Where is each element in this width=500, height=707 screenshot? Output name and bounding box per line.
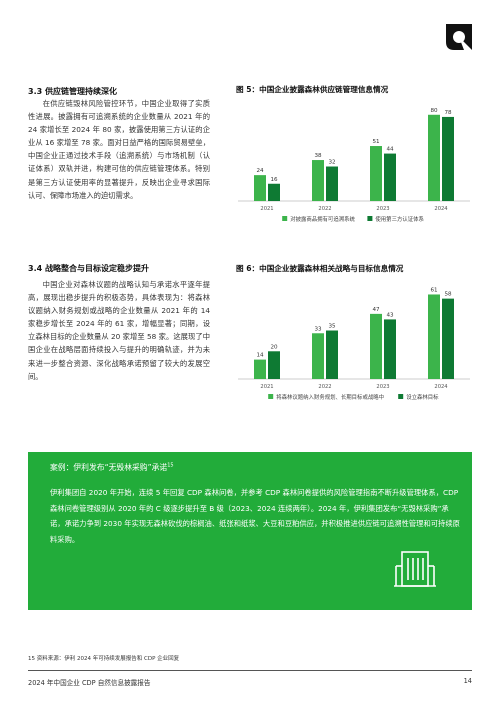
case-study-title: 案例：伊利发布“无毁林采购”承诺15 <box>50 462 174 473</box>
chart5-value-label: 51 <box>372 139 380 145</box>
chart6-bar-s0-2022 <box>312 333 324 379</box>
figure-5-chart: 24 16 2021 38 32 2022 51 44 2023 80 78 2024 对披露商品拥有可… <box>236 98 472 228</box>
cdp-logo-icon <box>446 24 472 50</box>
chart6-value-label: 43 <box>386 312 394 318</box>
footer-report-title: 2024 年中国企业 CDP 自然信息披露报告 <box>28 679 151 687</box>
figure-6-chart: 14 20 2021 33 35 2022 47 43 2023 61 58 2024 将森林议题纳入财… <box>236 276 472 408</box>
chart6-tick-label: 2023 <box>376 384 389 390</box>
chart6-tick-label: 2022 <box>318 384 331 390</box>
chart6-legend-label: 设立森林目标 <box>406 393 439 401</box>
chart6-bar-s0-2023 <box>370 313 382 379</box>
chart6-tick-label: 2024 <box>434 384 448 390</box>
figure-5-title: 图 5：中国企业披露森林供应链管理信息情况 <box>236 85 389 94</box>
chart5-legend-label: 对披露商品拥有可追溯系统 <box>290 215 355 223</box>
figure-6-title: 图 6：中国企业披露森林相关战略与目标信息情况 <box>236 264 404 273</box>
chart5-value-label: 24 <box>256 168 264 174</box>
chart6-tick-label: 2021 <box>260 384 273 390</box>
chart5-tick-label: 2023 <box>376 206 389 212</box>
chart5-value-label: 16 <box>270 177 278 183</box>
chart5-bar-s1-2024 <box>442 116 454 201</box>
case-study-footnote-ref: 15 <box>167 462 174 469</box>
chart6-value-label: 14 <box>256 353 264 359</box>
chart5-bar-s0-2023 <box>370 146 382 201</box>
chart6-bar-s0-2024 <box>428 294 440 379</box>
chart6-bar-s1-2023 <box>384 319 396 379</box>
chart6-value-label: 35 <box>328 324 336 330</box>
chart5-value-label: 38 <box>314 153 322 159</box>
chart6-bar-s1-2021 <box>268 351 280 379</box>
chart6-bar-s1-2024 <box>442 298 454 379</box>
chart6-value-label: 61 <box>430 287 438 293</box>
footer-divider <box>28 670 472 671</box>
chart5-bar-s1-2022 <box>326 166 338 201</box>
chart6-value-label: 20 <box>270 344 278 350</box>
chart6-value-label: 47 <box>372 307 380 313</box>
chart6-legend-swatch <box>398 394 404 399</box>
chart5-value-label: 32 <box>328 160 335 166</box>
section-3-4-paragraph: 中国企业对森林议题的战略认知与承诺水平逐年提高，展现出稳步提升的积极态势，具体表… <box>28 280 210 381</box>
chart5-tick-label: 2021 <box>260 206 273 212</box>
section-3-4-title: 3.4 战略整合与目标设定稳步提升 <box>28 264 149 273</box>
chart5-bar-s0-2021 <box>254 175 266 201</box>
case-study-body: 伊利集团自 2020 年开始，连续 5 年回复 CDP 森林问卷，并参考 CDP… <box>50 488 460 544</box>
chart5-legend-label: 使用第三方认证体系 <box>375 215 424 223</box>
building-icon <box>394 551 436 587</box>
chart5-bar-s0-2024 <box>428 114 440 201</box>
chart5-tick-label: 2024 <box>434 206 448 212</box>
chart5-legend-swatch <box>282 216 288 221</box>
figure-6-svg: 14 20 2021 33 35 2022 47 43 2023 61 58 2024 将森林议题纳入财… <box>238 287 470 401</box>
chart5-value-label: 80 <box>430 108 438 114</box>
chart6-legend-swatch <box>268 394 274 399</box>
case-study-box: 案例：伊利发布“无毁林采购”承诺15 伊利集团自 2020 年开始，连续 5 年… <box>28 452 472 610</box>
chart5-tick-label: 2022 <box>318 206 331 212</box>
page-number: 14 <box>463 677 472 685</box>
chart5-bar-s0-2022 <box>312 160 324 201</box>
chart5-value-label: 78 <box>444 110 452 116</box>
chart5-bar-s1-2021 <box>268 183 280 201</box>
footnote: 15 资料来源：伊利 2024 年可持续发展报告和 CDP 企业回复 <box>28 656 180 662</box>
case-study-title-text: 案例：伊利发布“无毁林采购”承诺 <box>50 463 168 472</box>
chart6-bar-s0-2021 <box>254 359 266 379</box>
chart6-value-label: 33 <box>314 326 322 332</box>
chart5-value-label: 44 <box>386 147 394 153</box>
section-3-3-paragraph: 在供应链毁林风险管控环节，中国企业取得了实质性进展。披露拥有可追溯系统的企业数量… <box>28 99 210 200</box>
chart5-bar-s1-2023 <box>384 153 396 201</box>
chart6-legend-label: 将森林议题纳入财务规划、长期目标或战略中 <box>276 393 384 401</box>
chart5-legend-swatch <box>367 216 373 221</box>
section-3-3-title: 3.3 供应链管理持续深化 <box>28 87 117 96</box>
chart6-bar-s1-2022 <box>326 330 338 379</box>
figure-5-svg: 24 16 2021 38 32 2022 51 44 2023 80 78 2024 对披露商品拥有可… <box>238 108 470 223</box>
chart6-value-label: 58 <box>444 292 452 298</box>
